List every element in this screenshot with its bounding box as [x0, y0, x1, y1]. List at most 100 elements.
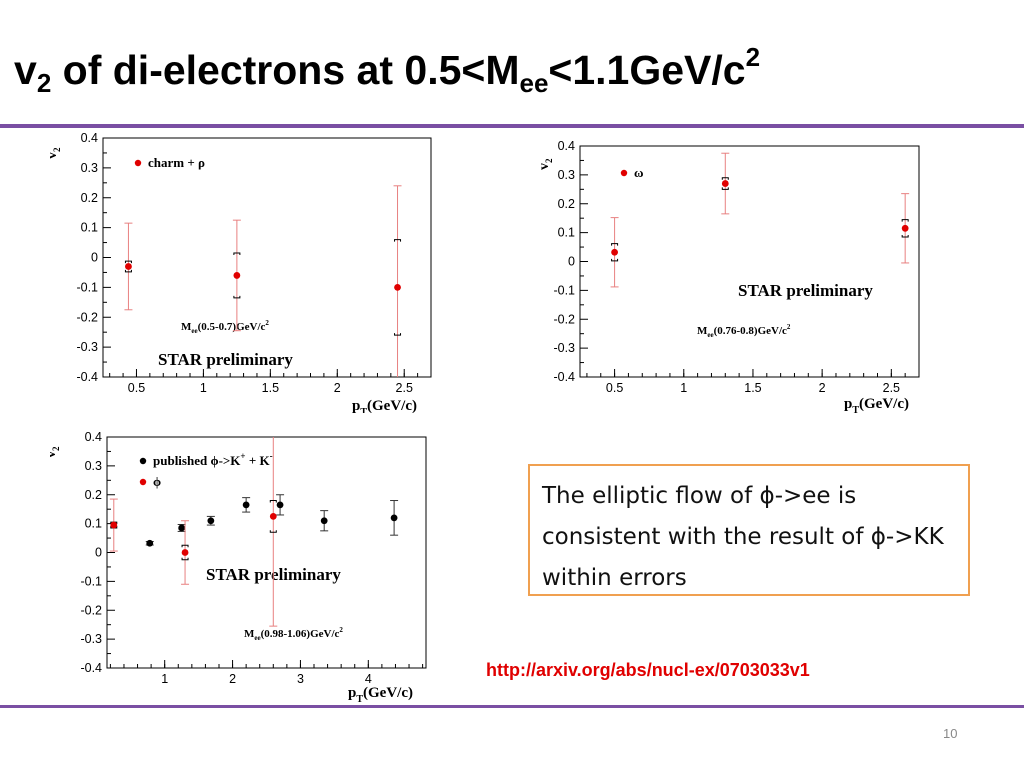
data-point [276, 501, 284, 509]
chart-phi: -0.4-0.3-0.2-0.100.10.20.30.41234v2pT(Ge… [50, 428, 432, 708]
x-tick-label: 1 [161, 672, 168, 686]
chart-omega: -0.4 -0.3 -0.2 -0.1 0 0.1 0.2 0.3 0.4 0.5 1 1.5 2 2.5… [540, 137, 925, 414]
y-tick-label: 0.2 [558, 197, 575, 211]
y-tick-label: 0 [95, 546, 102, 560]
conclusion-note: The elliptic flow of ϕ->ee is consistent… [528, 464, 970, 596]
y-tick-label: -0.1 [553, 283, 575, 297]
x-axis-label-rest: (GeV/c) [367, 398, 417, 413]
footer-divider [0, 705, 1024, 708]
y-tick-label: 0 [91, 251, 98, 265]
x-axis-label-main: p [844, 396, 852, 412]
y-tick-label: 0.2 [85, 488, 102, 502]
mass-label-pre: M [697, 325, 708, 337]
legend-marker [139, 457, 147, 465]
y-tick-label: -0.2 [76, 310, 98, 324]
x-axis-label: pT(GeV/c) [352, 398, 417, 413]
plot-frame [579, 145, 920, 378]
y-tick-label: 0.1 [81, 221, 98, 235]
chart-charm-rho: -0.4 -0.3 -0.2 -0.1 0 0.1 0.2 0.3 0.4 0.5 1 1.5 2 2.5… [50, 131, 440, 413]
x-tick-label: 2 [819, 381, 826, 395]
y-tick-label: 0.3 [81, 161, 98, 175]
conclusion-note-text: The elliptic flow of ϕ->ee is consistent… [542, 483, 944, 591]
mass-label-pre: M [244, 628, 255, 640]
sys-bracket-bottom [901, 234, 909, 238]
legend-label: ω [634, 165, 644, 180]
x-tick-label: 2.5 [883, 381, 900, 395]
mass-label-sub: ee [254, 634, 260, 642]
y-tick-label: -0.1 [76, 280, 98, 294]
legend-label-text: ω [634, 165, 644, 180]
y-tick-label: 0.1 [558, 226, 575, 240]
x-tick-label: 2 [334, 381, 341, 395]
legend-marker [620, 169, 628, 177]
y-axis-label: v2 [50, 446, 61, 458]
y-axis-label-main: v [50, 152, 60, 159]
y-tick-label: -0.4 [76, 370, 98, 384]
legend-marker [139, 478, 147, 486]
legend-label-part: published ϕ->K [153, 453, 241, 468]
data-point [721, 180, 729, 187]
data-point [901, 224, 909, 232]
legend-label: charm + ρ [148, 155, 205, 170]
mass-label-post: (0.5-0.7)GeV/c [198, 321, 266, 333]
data-point [611, 248, 618, 256]
y-axis-label: v2 [540, 158, 554, 170]
data-point [181, 549, 189, 556]
x-tick-label: 3 [297, 672, 304, 686]
mass-label-sub: ee [191, 327, 197, 335]
star-preliminary-label: STAR preliminary [158, 350, 293, 369]
x-axis-label-main: p [348, 685, 356, 701]
sys-bracket-bottom [611, 258, 619, 262]
mass-label-post: (0.98-1.06)GeV/c [261, 628, 340, 640]
sys-bracket-top [233, 252, 241, 256]
title-divider [0, 124, 1024, 128]
plot-frame [102, 137, 432, 378]
legend-label-text: ϕ [153, 474, 161, 489]
x-tick-label: 2 [229, 672, 236, 686]
x-axis-label-sub: T [360, 407, 367, 413]
legend-label: published ϕ->K+ + K- [153, 451, 273, 468]
y-axis-label-sub: 2 [544, 158, 554, 163]
sys-bracket-bottom [269, 530, 277, 533]
data-point [207, 517, 215, 525]
x-tick-label: 2.5 [396, 381, 413, 395]
mass-range-label: Mee(0.5-0.7)GeV/c2 [181, 319, 269, 335]
sys-bracket-top [721, 177, 729, 180]
y-axis-label-sub: 2 [51, 446, 61, 451]
sys-bracket-bottom [233, 295, 241, 299]
mass-label-sup: 2 [339, 626, 343, 634]
y-tick-label: 0.4 [85, 430, 102, 444]
mass-range-label: Mee(0.98-1.06)GeV/c2 [244, 626, 343, 642]
data-point [390, 514, 398, 522]
mass-label-post: (0.76-0.8)GeV/c [714, 325, 787, 337]
x-axis-label-rest: (GeV/c) [363, 685, 413, 701]
sys-bracket-top [901, 219, 909, 222]
y-tick-label: 0 [568, 255, 575, 269]
y-tick-label: 0.4 [81, 131, 98, 145]
legend-label-sup: + [240, 451, 245, 461]
y-tick-label: 0.4 [558, 139, 575, 153]
y-tick-label: -0.3 [553, 341, 575, 355]
y-axis-label-main: v [50, 451, 59, 458]
y-tick-label: 0.3 [85, 459, 102, 473]
sys-bracket-top [394, 239, 402, 242]
data-point [110, 521, 118, 529]
arxiv-reference-link[interactable]: http://arxiv.org/abs/nucl-ex/0703033v1 [486, 660, 810, 680]
sys-bracket-top [611, 243, 619, 246]
mass-label-pre: M [181, 321, 192, 333]
sys-bracket-bottom [394, 333, 402, 336]
y-tick-label: 0.3 [558, 168, 575, 182]
x-tick-label: 1 [200, 381, 207, 395]
chart-omega-svg: -0.4 -0.3 -0.2 -0.1 0 0.1 0.2 0.3 0.4 0.5 1 1.5 2 2.5… [540, 139, 920, 414]
y-tick-label: -0.4 [80, 661, 102, 675]
x-axis-label-sub: T [356, 694, 363, 705]
slide-title: v2 of di-electrons at 0.5<Mee<1.1GeV/c2 [14, 42, 761, 98]
data-point [178, 524, 186, 532]
chart-charm-rho-svg: -0.4 -0.3 -0.2 -0.1 0 0.1 0.2 0.3 0.4 0.5 1 1.5 2 2.5… [50, 131, 432, 413]
legend-label-sup: - [270, 451, 273, 461]
y-tick-label: -0.2 [553, 312, 575, 326]
y-tick-label: -0.2 [80, 603, 102, 617]
legend-label-text: charm + ρ [148, 155, 205, 170]
sys-bracket-bottom [181, 557, 189, 561]
x-tick-label: 1 [680, 381, 687, 395]
